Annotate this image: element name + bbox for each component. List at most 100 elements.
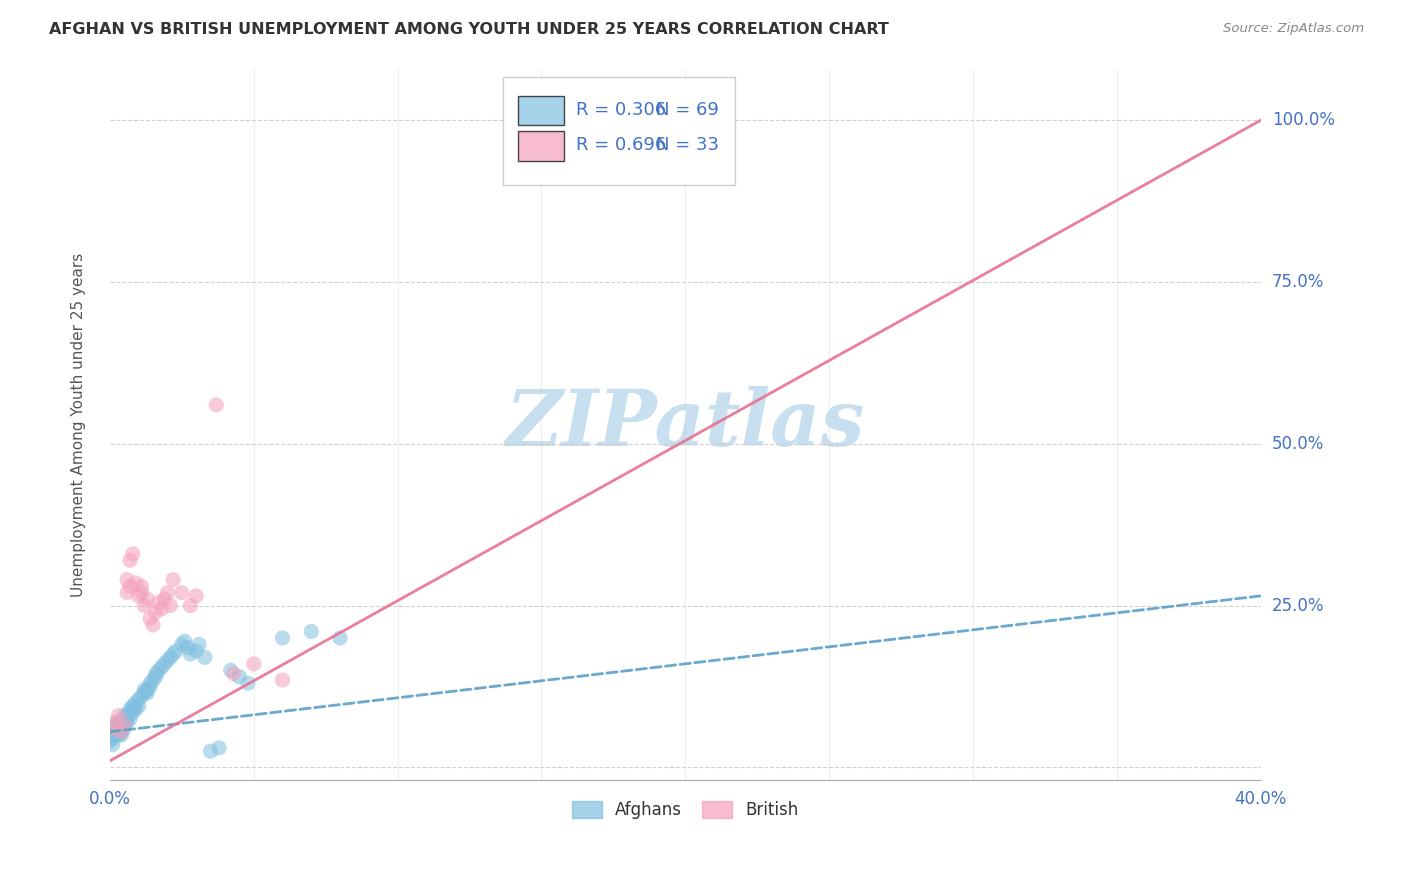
Point	[107, 724, 129, 739]
Point	[110, 722, 132, 736]
Point	[118, 702, 141, 716]
Text: R = 0.306: R = 0.306	[576, 101, 666, 119]
Point	[110, 724, 132, 739]
Point	[703, 113, 725, 128]
FancyBboxPatch shape	[519, 131, 564, 161]
Point	[122, 706, 145, 720]
Point	[162, 573, 184, 587]
Point	[236, 676, 259, 690]
Point	[176, 640, 198, 655]
Text: N = 69: N = 69	[657, 101, 720, 119]
Point	[703, 113, 725, 128]
Point	[101, 724, 124, 739]
Point	[112, 718, 135, 732]
Point	[112, 714, 135, 729]
Point	[150, 602, 173, 616]
Point	[112, 722, 135, 736]
Text: 25.0%: 25.0%	[1272, 597, 1324, 615]
Point	[134, 682, 156, 697]
Point	[122, 702, 145, 716]
Point	[136, 682, 159, 697]
Point	[107, 728, 129, 742]
Text: AFGHAN VS BRITISH UNEMPLOYMENT AMONG YOUTH UNDER 25 YEARS CORRELATION CHART: AFGHAN VS BRITISH UNEMPLOYMENT AMONG YOU…	[49, 22, 889, 37]
Point	[134, 686, 156, 700]
Point	[115, 585, 138, 599]
Point	[118, 553, 141, 567]
Point	[148, 663, 170, 677]
Point	[112, 718, 135, 732]
Point	[170, 585, 193, 599]
Text: 50.0%: 50.0%	[1272, 434, 1324, 453]
Point	[104, 722, 127, 736]
Point	[125, 696, 148, 710]
Point	[98, 734, 121, 748]
Point	[139, 611, 162, 625]
Point	[170, 637, 193, 651]
Text: 100.0%: 100.0%	[1272, 112, 1334, 129]
Point	[299, 624, 322, 639]
Point	[115, 714, 138, 729]
Text: ZIPatlas: ZIPatlas	[506, 386, 865, 463]
Point	[104, 724, 127, 739]
Point	[162, 647, 184, 661]
Point	[194, 650, 217, 665]
Point	[110, 718, 132, 732]
Point	[148, 595, 170, 609]
Point	[118, 706, 141, 720]
Point	[329, 631, 352, 645]
Point	[125, 702, 148, 716]
Point	[145, 605, 167, 619]
Point	[115, 573, 138, 587]
Point	[101, 722, 124, 736]
Point	[104, 718, 127, 732]
Point	[186, 644, 208, 658]
Point	[131, 579, 153, 593]
Point	[153, 592, 176, 607]
Point	[159, 650, 181, 665]
FancyBboxPatch shape	[519, 95, 564, 126]
Point	[153, 657, 176, 671]
Point	[136, 592, 159, 607]
Legend: Afghans, British: Afghans, British	[565, 794, 806, 825]
Point	[179, 647, 201, 661]
Point	[219, 663, 242, 677]
Point	[156, 654, 179, 668]
Point	[110, 714, 132, 729]
Point	[205, 398, 228, 412]
Point	[101, 738, 124, 752]
Point	[104, 714, 127, 729]
Point	[101, 722, 124, 736]
Point	[271, 631, 294, 645]
Point	[145, 670, 167, 684]
Point	[128, 589, 150, 603]
Point	[118, 579, 141, 593]
Point	[188, 637, 211, 651]
Point	[142, 618, 165, 632]
Point	[115, 708, 138, 723]
Point	[104, 728, 127, 742]
Point	[122, 547, 145, 561]
Point	[139, 680, 162, 694]
Point	[173, 634, 195, 648]
Point	[150, 660, 173, 674]
Point	[208, 741, 231, 756]
FancyBboxPatch shape	[503, 77, 735, 185]
Point	[242, 657, 264, 671]
Point	[142, 673, 165, 687]
Point	[128, 698, 150, 713]
Point	[115, 712, 138, 726]
Point	[139, 676, 162, 690]
Point	[156, 585, 179, 599]
Y-axis label: Unemployment Among Youth under 25 years: Unemployment Among Youth under 25 years	[72, 252, 86, 597]
Point	[271, 673, 294, 687]
Point	[186, 589, 208, 603]
Point	[112, 708, 135, 723]
Point	[107, 714, 129, 729]
Point	[107, 708, 129, 723]
Point	[128, 692, 150, 706]
Point	[165, 644, 187, 658]
Point	[101, 731, 124, 746]
Point	[179, 599, 201, 613]
Text: Source: ZipAtlas.com: Source: ZipAtlas.com	[1223, 22, 1364, 36]
Point	[228, 670, 250, 684]
